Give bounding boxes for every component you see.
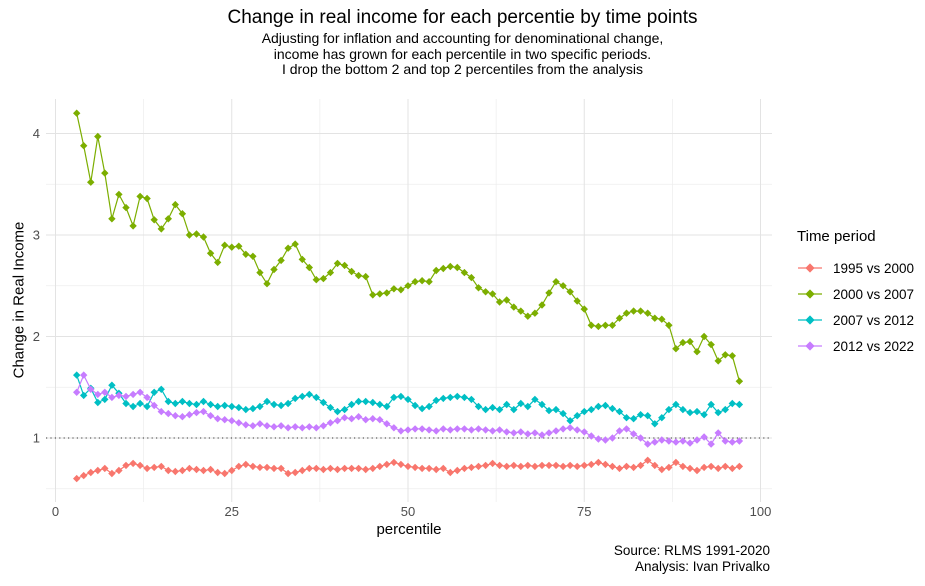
chart-title: Change in real income for each percentie… bbox=[227, 7, 698, 28]
legend-item-1995-vs-2000: 1995 vs 2000 bbox=[797, 260, 914, 276]
legend-item-2012-vs-2022: 2012 vs 2022 bbox=[797, 338, 914, 354]
x-axis-title: percentile bbox=[376, 521, 442, 538]
legend-label: 2012 vs 2022 bbox=[833, 338, 915, 354]
caption-analysis: Analysis: Ivan Privalko bbox=[634, 558, 770, 574]
legend-label: 2007 vs 2012 bbox=[833, 312, 915, 328]
caption: Source: RLMS 1991-2020 Analysis: Ivan Pr… bbox=[614, 543, 770, 574]
legend-item-2007-vs-2012: 2007 vs 2012 bbox=[797, 312, 914, 328]
legend-item-2000-vs-2007: 2000 vs 2007 bbox=[797, 286, 914, 302]
legend-key-icon bbox=[798, 315, 822, 325]
x-tick-label: 75 bbox=[577, 504, 591, 519]
chart-subtitle: Adjusting for inflation and accounting f… bbox=[261, 30, 664, 77]
series-points-1995-vs-2000 bbox=[73, 456, 744, 483]
x-tick-label: 50 bbox=[401, 504, 415, 519]
legend: Time period 1995 vs 2000 2000 vs 2007 20… bbox=[797, 228, 914, 364]
series-points-2012-vs-2022 bbox=[73, 371, 744, 448]
legend-label: 1995 vs 2000 bbox=[833, 260, 915, 276]
y-tick-label: 1 bbox=[33, 431, 40, 446]
legend-label: 2000 vs 2007 bbox=[833, 286, 915, 302]
y-tick-label: 4 bbox=[33, 126, 40, 141]
y-axis-title: Change in Real Income bbox=[10, 221, 28, 379]
y-tick-label: 3 bbox=[33, 228, 40, 243]
y-tick-label: 2 bbox=[33, 329, 40, 344]
series-points-2007-vs-2012 bbox=[73, 371, 744, 428]
caption-source: Source: RLMS 1991-2020 bbox=[613, 543, 770, 558]
legend-title: Time period bbox=[797, 228, 876, 245]
legend-key-icon bbox=[798, 289, 822, 299]
legend-key-icon bbox=[798, 263, 822, 273]
x-tick-label: 100 bbox=[750, 504, 772, 519]
x-tick-label: 0 bbox=[52, 504, 59, 519]
x-tick-label: 25 bbox=[225, 504, 239, 519]
legend-key-icon bbox=[798, 341, 822, 351]
